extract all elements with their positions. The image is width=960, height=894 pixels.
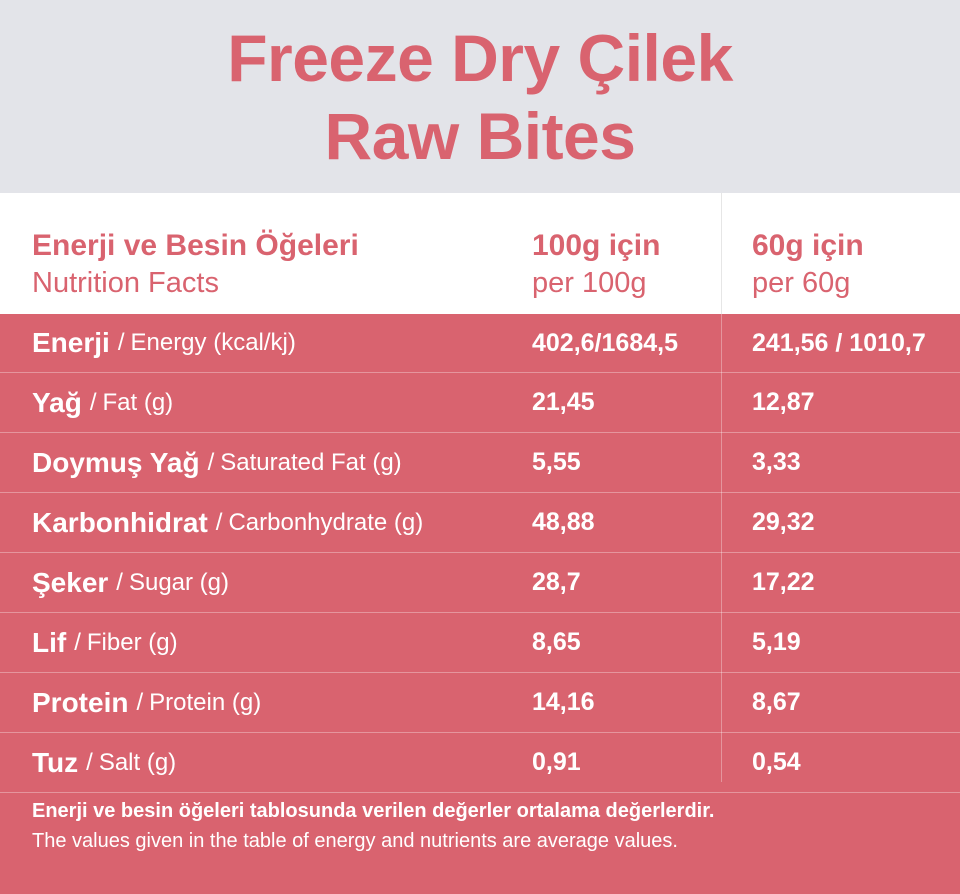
title-band: Freeze Dry Çilek Raw Bites xyxy=(0,0,960,193)
nutrient-name-tr: Karbonhidrat xyxy=(32,506,208,538)
nutrient-name-en: Energy (kcal/kj) xyxy=(130,329,296,356)
nutrient-name-en: Protein (g) xyxy=(149,688,262,716)
nutrient-name-tr: Lif xyxy=(32,626,67,658)
nutrient-label: Doymuş Yağ / Saturated Fat (g) xyxy=(32,433,402,492)
header-100g-tr: 100g için xyxy=(532,229,661,262)
nutrient-name-en: Salt (g) xyxy=(98,748,177,776)
product-title-line-1: Freeze Dry Çilek xyxy=(227,20,733,95)
value-per-100g: 8,65 xyxy=(532,628,581,656)
value-per-100g: 21,45 xyxy=(532,388,595,416)
nutrient-name-en: Carbonhydrate (g) xyxy=(228,508,424,536)
nutrient-label: Tuz / Salt (g) xyxy=(32,733,176,792)
nutrient-name-tr: Tuz xyxy=(32,746,79,778)
nutrient-name-tr: Enerji xyxy=(32,327,110,358)
label-separator: / xyxy=(89,388,97,416)
label-separator: / xyxy=(207,448,215,476)
value-per-100g: 0,91 xyxy=(532,748,581,776)
label-separator: / xyxy=(117,329,125,356)
label-separator: / xyxy=(215,508,223,536)
nutrient-label: Protein / Protein (g) xyxy=(32,673,261,732)
label-separator: / xyxy=(86,748,93,776)
table-row-saturated-fat: Doymuş Yağ / Saturated Fat (g) 5,55 3,33 xyxy=(0,433,960,493)
value-per-60g: 0,54 xyxy=(752,748,801,776)
value-per-100g: 14,16 xyxy=(532,688,595,716)
label-separator: / xyxy=(136,688,144,716)
value-per-60g: 29,32 xyxy=(752,508,815,536)
nutrient-label: Lif / Fiber (g) xyxy=(32,613,178,672)
nutrient-name-en: Saturated Fat (g) xyxy=(220,448,402,476)
header-per-60g: 60g için per 60g xyxy=(752,227,864,301)
header-nutrient: Enerji ve Besin Öğeleri Nutrition Facts xyxy=(32,227,359,301)
value-per-60g: 5,19 xyxy=(752,628,801,656)
value-per-60g: 12,87 xyxy=(752,388,815,416)
value-per-100g: 5,55 xyxy=(532,448,581,476)
nutrient-name-en: Fiber (g) xyxy=(86,628,178,656)
header-100g-en: per 100g xyxy=(532,267,647,299)
table-row-sugar: Şeker / Sugar (g) 28,7 17,22 xyxy=(0,553,960,613)
table-row-fat: Yağ / Fat (g) 21,45 12,87 xyxy=(0,373,960,433)
table-row-carbohydrate: Karbonhidrat / Carbonhydrate (g) 48,88 2… xyxy=(0,493,960,553)
label-separator: / xyxy=(74,628,81,656)
value-per-60g: 17,22 xyxy=(752,568,815,596)
label-separator: / xyxy=(116,568,123,596)
table-row-protein: Protein / Protein (g) 14,16 8,67 xyxy=(0,673,960,733)
nutrient-label: Karbonhidrat / Carbonhydrate (g) xyxy=(32,493,423,552)
value-per-60g: 3,33 xyxy=(752,448,801,476)
nutrient-label: Enerji / Energy (kcal/kj) xyxy=(32,314,296,372)
table-row-salt: Tuz / Salt (g) 0,91 0,54 xyxy=(0,733,960,793)
header-60g-tr: 60g için xyxy=(752,229,864,262)
nutrient-name-en: Sugar (g) xyxy=(128,568,230,596)
footnote-en: The values given in the table of energy … xyxy=(32,830,678,852)
header-nutrient-en: Nutrition Facts xyxy=(32,267,219,299)
nutrient-name-tr: Yağ xyxy=(32,386,82,418)
nutrient-name-tr: Şeker xyxy=(32,566,109,598)
nutrient-label: Yağ / Fat (g) xyxy=(32,373,173,432)
nutrient-name-en: Fat (g) xyxy=(102,388,174,416)
value-per-100g: 48,88 xyxy=(532,508,595,536)
footnote-tr: Enerji ve besin öğeleri tablosunda veril… xyxy=(32,800,715,822)
header-60g-en: per 60g xyxy=(752,267,851,299)
header-per-100g: 100g için per 100g xyxy=(532,227,660,301)
value-per-60g: 8,67 xyxy=(752,688,801,716)
value-per-100g: 28,7 xyxy=(532,568,581,596)
header-divider xyxy=(721,193,722,314)
value-per-100g: 402,6/1684,5 xyxy=(532,328,678,357)
value-per-60g: 241,56 / 1010,7 xyxy=(752,328,926,357)
nutrient-label: Şeker / Sugar (g) xyxy=(32,553,229,612)
table-row-energy: Enerji / Energy (kcal/kj) 402,6/1684,5 2… xyxy=(0,314,960,373)
nutrient-name-tr: Doymuş Yağ xyxy=(32,446,200,478)
nutrient-name-tr: Protein xyxy=(32,686,129,718)
table-column-divider xyxy=(721,314,722,782)
header-nutrient-tr: Enerji ve Besin Öğeleri xyxy=(32,229,359,262)
nutrition-table: Enerji / Energy (kcal/kj) 402,6/1684,5 2… xyxy=(0,314,960,793)
footnote: Enerji ve besin öğeleri tablosunda veril… xyxy=(32,796,942,856)
table-header: Enerji ve Besin Öğeleri Nutrition Facts … xyxy=(0,193,960,314)
table-row-fiber: Lif / Fiber (g) 8,65 5,19 xyxy=(0,613,960,673)
product-title-line-2: Raw Bites xyxy=(324,98,636,173)
